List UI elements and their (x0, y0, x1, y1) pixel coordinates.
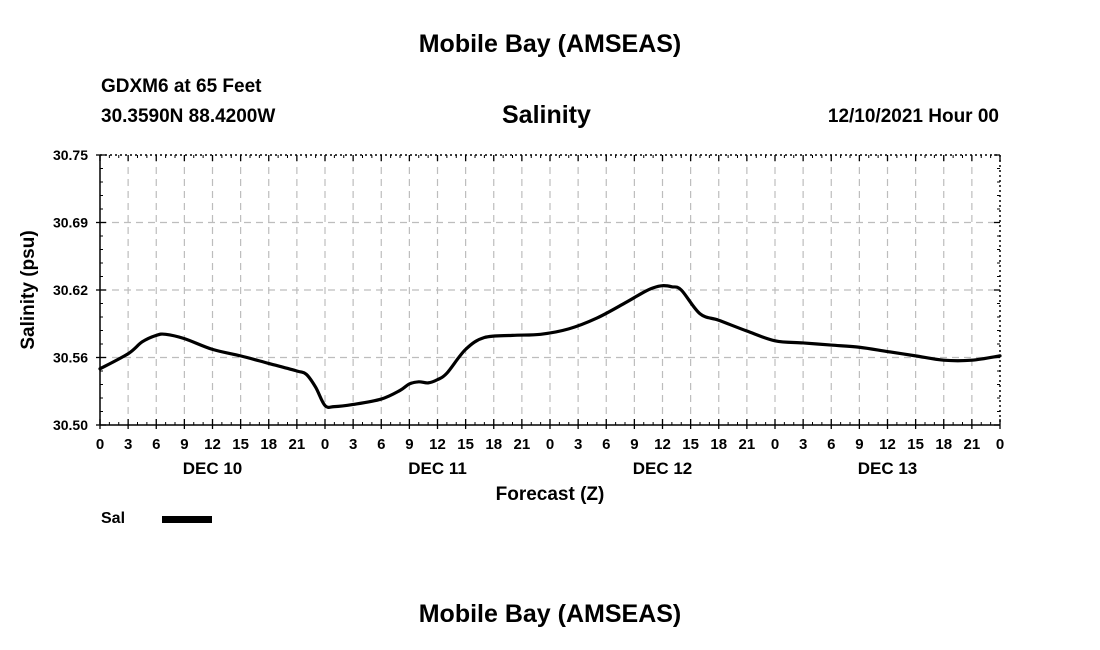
y-tick-label: 30.56 (53, 350, 88, 366)
x-tick-label: 9 (855, 436, 863, 453)
chart-title-bottom: Mobile Bay (AMSEAS) (418, 600, 682, 628)
x-tick-label: 6 (602, 436, 610, 453)
x-tick-label: 0 (546, 436, 554, 453)
x-tick-label: 6 (827, 436, 835, 453)
x-tick-label: 21 (514, 436, 531, 453)
tick-labels: 0 3 6 9 12 15 18 21 0 3 6 9 12 15 18 21 0 3 6 9 12 15 18 21 0 3 6 9… (18, 147, 1004, 505)
x-tick-label: 18 (935, 436, 952, 453)
x-tick-label: 18 (485, 436, 502, 453)
x-tick-label: 3 (574, 436, 582, 453)
series-group (98, 284, 1002, 409)
x-tick-label: 9 (180, 436, 188, 453)
x-tick-label: 18 (260, 436, 277, 453)
tick-marks (96, 154, 1001, 429)
x-tick-label: 0 (771, 436, 779, 453)
x-tick-label: 9 (630, 436, 638, 453)
x-tick-label: 15 (907, 436, 924, 453)
station-label: GDXM6 at 65 Feet (101, 76, 262, 97)
day-label: DEC 11 (408, 459, 467, 478)
x-tick-label: 12 (429, 436, 446, 453)
x-tick-label: 0 (996, 436, 1004, 453)
x-tick-label: 12 (654, 436, 671, 453)
y-tick-label: 30.50 (53, 417, 88, 433)
x-tick-label: 21 (289, 436, 306, 453)
grid-lines (100, 155, 1000, 425)
x-tick-label: 15 (232, 436, 249, 453)
legend-swatch (162, 516, 212, 523)
x-tick-label: 0 (321, 436, 329, 453)
x-tick-label: 3 (349, 436, 357, 453)
x-tick-label: 9 (405, 436, 413, 453)
x-tick-label: 15 (682, 436, 699, 453)
day-label: DEC 13 (858, 459, 918, 478)
legend-label: Sal (101, 510, 126, 527)
y-axis-title: Salinity (psu) (18, 230, 39, 349)
variable-title: Salinity (502, 101, 591, 129)
x-tick-label: 18 (710, 436, 727, 453)
x-tick-label: 6 (152, 436, 160, 453)
x-tick-label: 3 (124, 436, 132, 453)
x-tick-label: 0 (96, 436, 104, 453)
x-tick-label: 12 (204, 436, 221, 453)
forecast-datetime: 12/10/2021 Hour 00 (827, 106, 999, 127)
y-tick-label: 30.75 (53, 147, 88, 163)
y-tick-label: 30.69 (53, 215, 88, 231)
x-tick-label: 12 (879, 436, 896, 453)
chart-title-top: Mobile Bay (AMSEAS) (418, 30, 682, 58)
day-label: DEC 12 (633, 459, 693, 478)
day-label: DEC 10 (183, 459, 243, 478)
x-tick-label: 21 (964, 436, 981, 453)
coordinates-label: 30.3590N 88.4200W (101, 106, 276, 127)
x-axis-title: Forecast (Z) (496, 484, 605, 505)
x-tick-label: 6 (377, 436, 385, 453)
x-tick-label: 21 (739, 436, 756, 453)
y-tick-label: 30.62 (53, 282, 88, 298)
x-tick-label: 3 (799, 436, 807, 453)
salinity-series-line (98, 284, 1002, 409)
x-tick-label: 15 (457, 436, 474, 453)
